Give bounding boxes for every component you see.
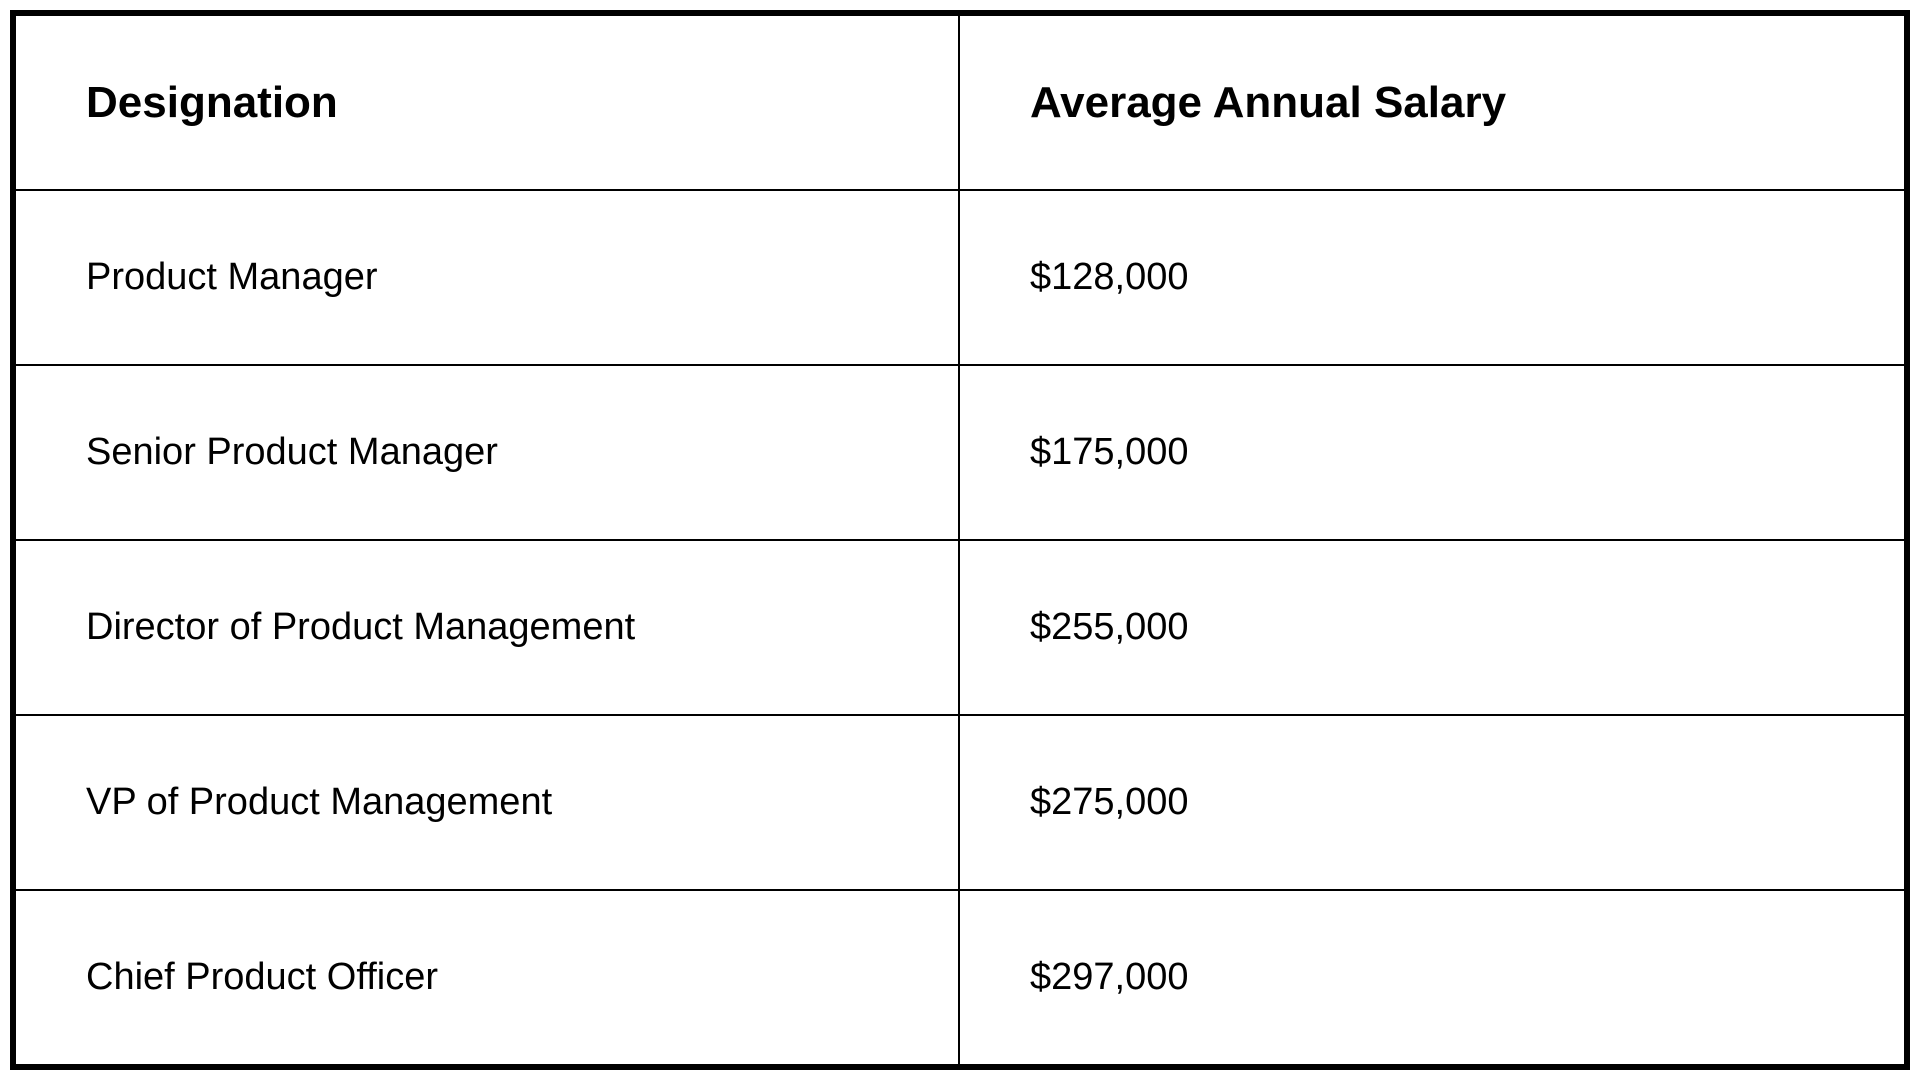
table-row: Director of Product Management $255,000 [16, 541, 1904, 716]
table-header-row: Designation Average Annual Salary [16, 16, 1904, 191]
cell-value: Director of Product Management [86, 606, 635, 649]
cell-value: Product Manager [86, 256, 378, 299]
header-label: Designation [86, 78, 338, 128]
cell-designation: VP of Product Management [16, 716, 960, 889]
header-designation: Designation [16, 16, 960, 189]
table-row: Product Manager $128,000 [16, 191, 1904, 366]
cell-value: $175,000 [1030, 431, 1189, 474]
cell-salary: $297,000 [960, 891, 1904, 1064]
header-salary: Average Annual Salary [960, 16, 1904, 189]
salary-table: Designation Average Annual Salary Produc… [10, 10, 1910, 1070]
cell-value: $255,000 [1030, 606, 1189, 649]
table-row: Chief Product Officer $297,000 [16, 891, 1904, 1064]
cell-value: Chief Product Officer [86, 956, 438, 999]
cell-designation: Chief Product Officer [16, 891, 960, 1064]
cell-salary: $175,000 [960, 366, 1904, 539]
cell-designation: Product Manager [16, 191, 960, 364]
cell-value: Senior Product Manager [86, 431, 498, 474]
cell-value: VP of Product Management [86, 781, 552, 824]
cell-value: $297,000 [1030, 956, 1189, 999]
cell-salary: $255,000 [960, 541, 1904, 714]
cell-designation: Director of Product Management [16, 541, 960, 714]
cell-salary: $128,000 [960, 191, 1904, 364]
cell-salary: $275,000 [960, 716, 1904, 889]
cell-value: $128,000 [1030, 256, 1189, 299]
header-label: Average Annual Salary [1030, 78, 1506, 128]
cell-value: $275,000 [1030, 781, 1189, 824]
cell-designation: Senior Product Manager [16, 366, 960, 539]
table-row: VP of Product Management $275,000 [16, 716, 1904, 891]
table-row: Senior Product Manager $175,000 [16, 366, 1904, 541]
